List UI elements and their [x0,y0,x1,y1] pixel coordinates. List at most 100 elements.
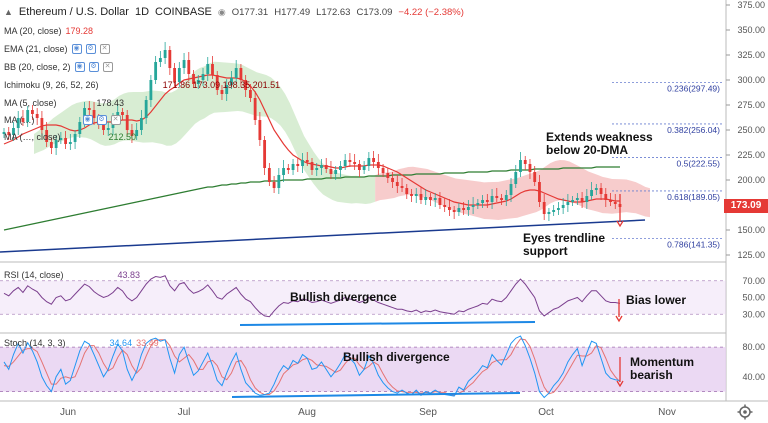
price-arrow-head [616,220,624,228]
candle-body [490,196,494,202]
indicator-row-ema21[interactable]: EMA (21, close) ◉ ⚙ ✕ [4,44,110,54]
candle-body [68,142,72,144]
settings-icon[interactable]: ⚙ [88,62,99,72]
annotation-bias: Bias lower [626,293,687,307]
settings-gear-icon[interactable] [737,404,753,420]
close-icon[interactable]: ✕ [102,62,113,72]
candle-body [277,175,281,188]
candle-body [173,68,176,82]
month-label: Nov [658,407,676,418]
candle-body [604,194,608,200]
symbol-name[interactable]: Ethereum / U.S. Dollar [18,6,129,18]
stoch-d-polyline [3,338,621,396]
price-tick-label: 300.00 [737,75,765,85]
trendline[interactable] [0,219,646,253]
candle-body [234,68,238,78]
indicator-row-ma-c[interactable]: MA (…, close) 212.50 [4,132,136,142]
candle-body [590,190,593,196]
candle-body [263,140,267,168]
eye-icon[interactable]: ◉ [217,6,226,17]
candle-body [206,64,210,74]
stoch-divergence-line [231,392,521,398]
stoch-arrow-head [616,380,624,388]
candle-body [16,118,20,128]
candle-body [594,188,598,190]
month-label: Jul [178,407,191,418]
ma200-line [3,166,620,231]
candle-body [599,188,603,194]
indicator-name: EMA (21, close) [4,44,68,54]
rsi-divergence-line [239,321,536,326]
settings-icon[interactable]: ⚙ [96,115,107,125]
symbol-header: ▲ Ethereum / U.S. Dollar 1D COINBASE ◉ O… [4,6,464,18]
candle-body [362,166,366,170]
candle-body [547,212,551,214]
candle-body [414,194,418,196]
indicator-row-ma20[interactable]: MA (20, close) 179.28 [4,26,93,36]
candle-body [448,207,451,210]
stoch-header[interactable]: Stoch (14, 3, 3) 34.64 33.49 [4,338,159,348]
indicator-row-ma5[interactable]: MA (5, close) 178.43 [4,98,124,108]
candle-body [575,198,579,200]
ohlc-low: L172.63 [316,6,351,18]
candle-body [367,158,371,166]
close-icon[interactable]: ✕ [99,44,110,54]
indicator-name: BB (20, close, 2) [4,62,71,72]
candle-body [348,160,352,162]
candle-body [40,118,44,130]
time-axis: Jun Jul Aug Sep Oct Nov [60,407,676,418]
candle-body [244,80,248,90]
rsi-arrow-head [615,315,623,323]
candle-body [230,78,233,85]
candle-body [192,74,195,84]
candle-body [519,160,522,172]
candle-body [305,160,309,162]
price-tick-label: 325.00 [737,50,765,60]
eye-toggle-icon[interactable]: ◉ [74,62,85,72]
rsi-pane-bg [0,262,726,330]
eye-toggle-icon[interactable]: ◉ [71,44,82,54]
ma200-polyline [3,166,620,231]
candle-body [466,207,470,210]
indicator-row-bb[interactable]: BB (20, close, 2) ◉ ⚙ ✕ [4,62,113,72]
candle-body [45,130,49,142]
candle-body [253,98,257,120]
candle-body [64,138,68,144]
candle-body [566,202,570,205]
candle-body [59,138,63,140]
collapse-icon[interactable]: ▲ [4,7,13,17]
indicator-row-ma-b[interactable]: MA (…) ◉ ⚙ ✕ [4,115,121,125]
interval-label[interactable]: 1D [134,6,150,18]
indicator-name: MA (…, close) [4,132,61,142]
price-tick-label: 125.00 [737,250,765,260]
settings-icon[interactable]: ⚙ [85,44,96,54]
rsi-header[interactable]: RSI (14, close) 43.83 [4,270,140,280]
fib-label: 0.382(256.04) [667,125,720,135]
candle-body [272,182,276,188]
indicator-row-ichimoku[interactable]: Ichimoku (9, 26, 52, 26) 171.86 173.09 1… [4,80,280,90]
candle-body [500,198,503,200]
candle-body [220,90,224,94]
candle-body [35,114,39,118]
indicator-name: Ichimoku (9, 26, 52, 26) [4,80,99,90]
month-label: Aug [298,407,316,418]
fib-levels: 0.236(297.49) 0.382(256.04) 0.5(222.55) 0.6… [612,82,724,250]
candle-body [542,202,546,214]
candle-body [395,182,399,186]
indicator-value: 171.86 173.09 198.35 201.51 [162,80,281,90]
indicator-name: MA (…) [4,115,35,125]
eye-toggle-icon[interactable]: ◉ [82,115,93,125]
stoch-name: Stoch (14, 3, 3) [4,338,66,348]
stoch-tick-label: 80.00 [742,342,765,352]
candle-body [73,134,77,142]
candle-body [357,164,361,170]
candle-body [556,208,560,210]
candle-body [215,75,219,90]
last-price-badge: 173.09 [724,199,768,213]
candle-body [452,210,456,212]
rsi-tick-label: 30.00 [742,309,765,319]
candle-body [92,110,96,118]
close-icon[interactable]: ✕ [110,115,121,125]
candle-body [310,162,314,170]
